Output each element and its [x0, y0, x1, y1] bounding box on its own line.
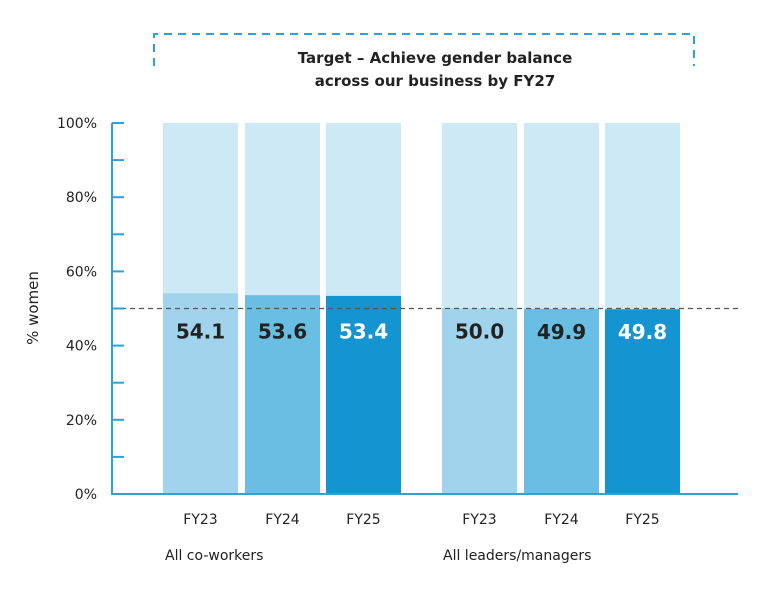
- y-tick-label: 0%: [75, 487, 97, 503]
- y-tick-label: 60%: [66, 264, 97, 280]
- data-label: 54.1: [176, 320, 225, 344]
- data-label: 53.6: [258, 320, 307, 344]
- bar-0-fy23: [163, 293, 238, 494]
- data-label: 50.0: [455, 320, 504, 344]
- x-tick-label: FY24: [265, 512, 300, 528]
- y-tick-label: 20%: [66, 413, 97, 429]
- bar-1-fy24: [524, 308, 599, 494]
- y-tick-label: 100%: [57, 116, 97, 132]
- axes: [111, 122, 738, 495]
- group-label: All leaders/managers: [443, 548, 591, 564]
- bar-0-fy24: [245, 295, 320, 494]
- bar-1-fy25: [605, 309, 680, 494]
- target-annotation-line-2: across our business by FY27: [315, 72, 556, 90]
- data-label: 49.9: [537, 320, 586, 344]
- target-bracket-line: [153, 33, 695, 66]
- x-tick-label: FY23: [462, 512, 496, 528]
- y-tick-label: 40%: [66, 339, 97, 355]
- data-label: 53.4: [339, 320, 388, 344]
- target-annotation-line-1: Target – Achieve gender balance: [298, 49, 573, 67]
- y-tick-label: 80%: [66, 190, 97, 206]
- x-tick-label: FY25: [346, 512, 380, 528]
- labels: 54.1 FY23 53.6 FY24 53.4 FY25 All co-workers 50…: [57, 116, 667, 564]
- target-bracket: Target – Achieve gender balance across o…: [153, 33, 695, 90]
- x-tick-label: FY23: [183, 512, 217, 528]
- x-tick-label: FY24: [544, 512, 579, 528]
- x-tick-label: FY25: [625, 512, 659, 528]
- bar-1-fy23: [442, 308, 517, 494]
- bar-0-fy25: [326, 295, 401, 494]
- y-axis-label: % women: [24, 271, 42, 345]
- group-label: All co-workers: [165, 548, 263, 564]
- data-label: 49.8: [618, 320, 667, 344]
